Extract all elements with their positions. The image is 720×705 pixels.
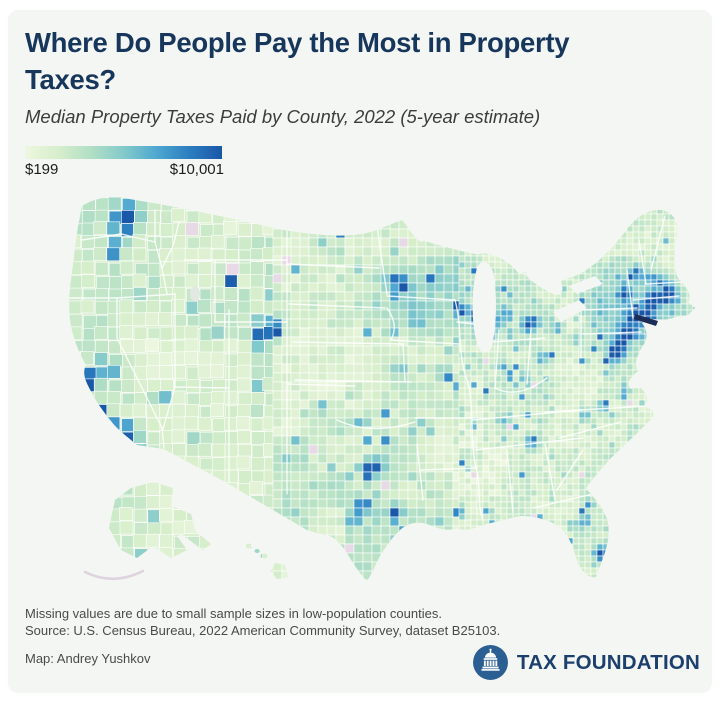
subtitle: Median Property Taxes Paid by County, 20…	[25, 106, 541, 127]
county-cells	[69, 197, 696, 582]
legend-gradient-bar	[25, 146, 222, 159]
footnote-source: Source: U.S. Census Bureau, 2022 America…	[25, 623, 501, 638]
nyc-long-island-highlight	[634, 314, 658, 326]
brand-name: TAX FOUNDATION	[516, 650, 700, 674]
legend-min-label: $199	[25, 161, 59, 178]
legend-max-label: $10,001	[169, 161, 224, 178]
us-county-choropleth-map	[25, 182, 703, 607]
us-map-svg	[69, 197, 696, 582]
page-title: Where Do People Pay the Most in Property…	[25, 27, 570, 95]
legend-labels: $199 $10,001	[25, 161, 224, 178]
aleutian-islands	[83, 569, 145, 581]
great-lakes	[190, 222, 603, 353]
map-credit: Map: Andrey Yushkov	[25, 651, 151, 666]
footnote-missing-values: Missing values are due to small sample s…	[25, 606, 442, 621]
tax-foundation-logo: TAX FOUNDATION	[472, 644, 700, 681]
capitol-icon	[472, 645, 508, 680]
